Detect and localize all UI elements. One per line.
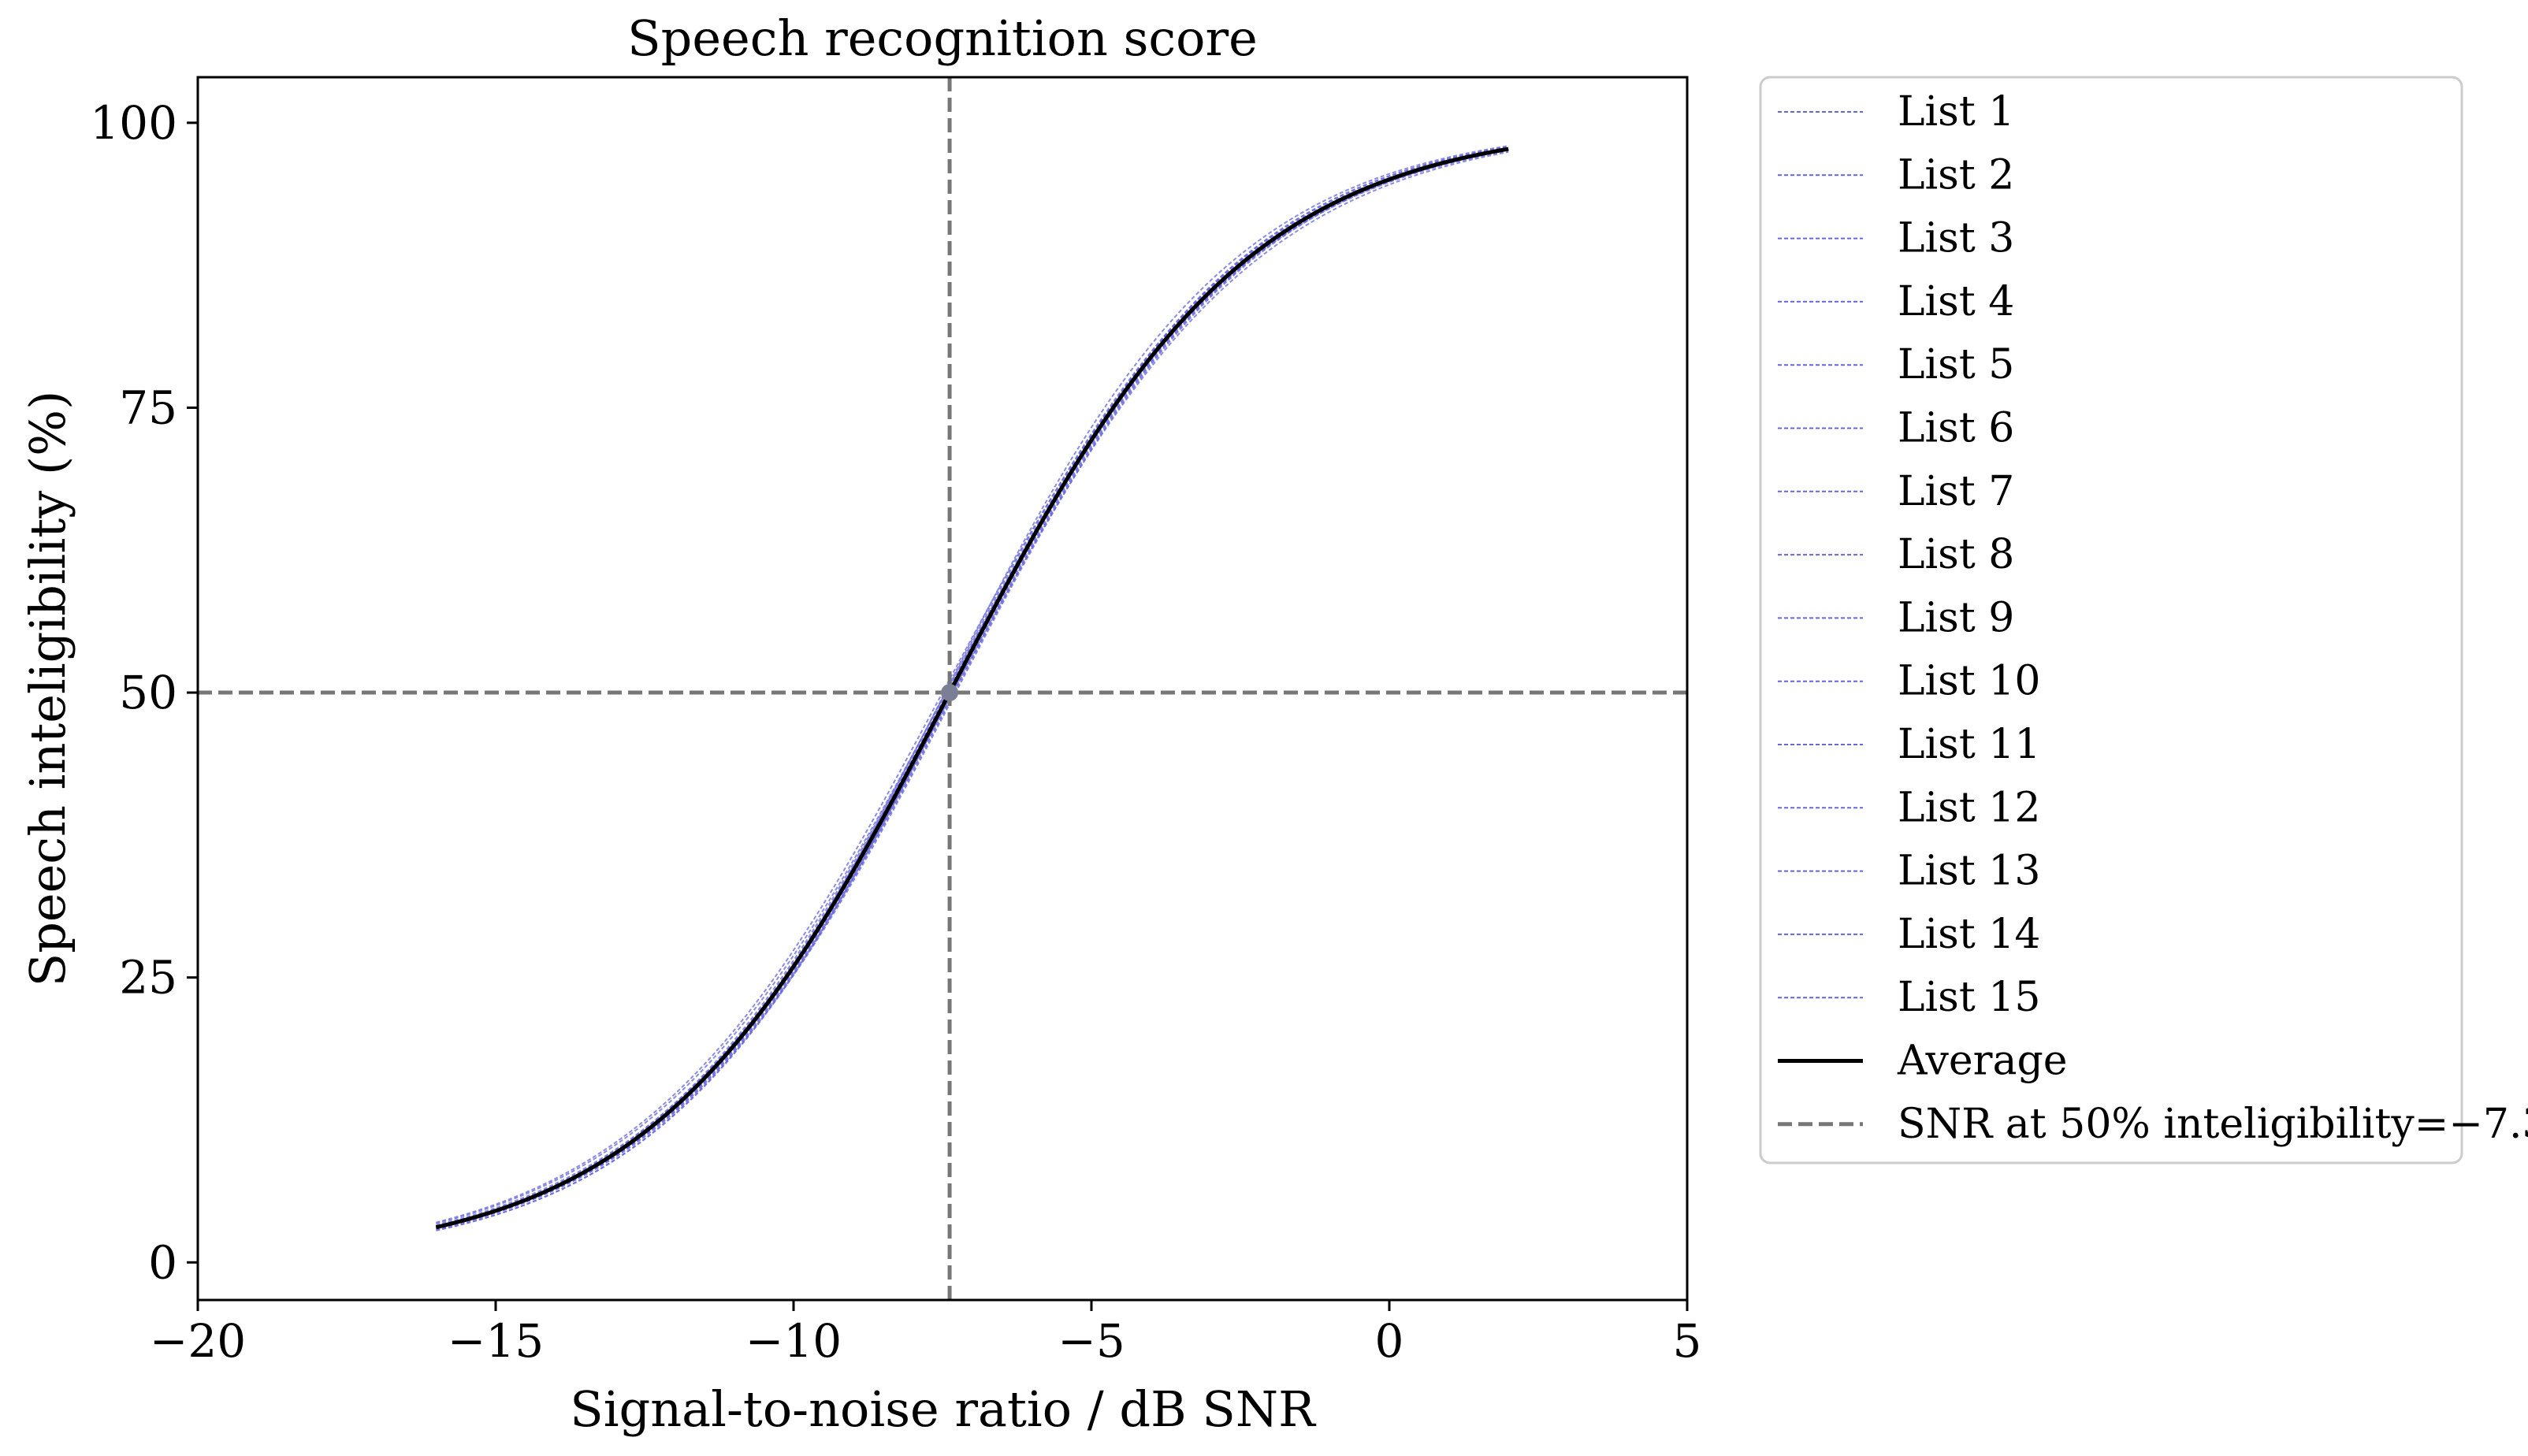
x-tick-label: −10 bbox=[745, 1314, 842, 1368]
y-tick-label: 50 bbox=[119, 666, 177, 719]
series-layer bbox=[435, 145, 1509, 1231]
legend-item: List 6 bbox=[1778, 405, 2014, 452]
plot-frame bbox=[196, 76, 1689, 1302]
x-axis-ticks: −20 −15 −10 −5 0 5 bbox=[150, 1300, 1702, 1368]
x-tick-label: 0 bbox=[1375, 1314, 1404, 1368]
legend-label: List 14 bbox=[1898, 911, 2040, 958]
legend-label: SNR at 50% inteligibility=−7.38 bbox=[1898, 1101, 2528, 1148]
legend-label: List 10 bbox=[1898, 658, 2040, 705]
x-axis-label: Signal-to-noise ratio / dB SNR bbox=[570, 1380, 1317, 1438]
y-tick-label: 0 bbox=[148, 1235, 177, 1289]
x-tick-label: 5 bbox=[1673, 1314, 1702, 1368]
legend-label: List 4 bbox=[1898, 278, 2014, 325]
legend-item: List 4 bbox=[1778, 278, 2014, 325]
legend-item: List 14 bbox=[1778, 911, 2040, 958]
legend-label: List 13 bbox=[1898, 848, 2040, 895]
series-line-list-6 bbox=[436, 146, 1509, 1231]
series-line-list-2 bbox=[436, 149, 1509, 1230]
average-line bbox=[435, 147, 1509, 1230]
legend-item: List 9 bbox=[1778, 594, 2014, 641]
legend-label: List 8 bbox=[1898, 531, 2014, 578]
y-axis-ticks: 0 25 50 75 100 bbox=[90, 96, 198, 1289]
chart-title: Speech recognition score bbox=[627, 9, 1258, 67]
legend-label: List 3 bbox=[1898, 215, 2014, 262]
legend-label: List 9 bbox=[1898, 594, 2014, 641]
legend-frame bbox=[1759, 76, 2463, 1164]
legend-item: List 12 bbox=[1778, 784, 2040, 831]
legend-item: List 7 bbox=[1778, 468, 2014, 515]
series-line-list-10 bbox=[436, 149, 1509, 1230]
x-tick-label: −5 bbox=[1058, 1314, 1125, 1368]
legend-item: List 8 bbox=[1778, 531, 2014, 578]
series-line-list-8 bbox=[436, 148, 1509, 1229]
series-line-list-13 bbox=[436, 147, 1509, 1228]
series-line-list-4 bbox=[436, 150, 1509, 1226]
legend-label: List 1 bbox=[1898, 88, 2014, 136]
plot-area bbox=[196, 76, 1689, 1302]
legend: List 1 List 2 List 3 List 4 List 5 List 6 List… bbox=[1759, 76, 2528, 1164]
series-line-list-14 bbox=[436, 147, 1509, 1228]
y-tick-label: 75 bbox=[119, 381, 177, 434]
legend-label: List 12 bbox=[1898, 784, 2040, 831]
series-line-list-12 bbox=[436, 146, 1509, 1231]
x-tick-label: −15 bbox=[448, 1314, 544, 1368]
series-line-list-15 bbox=[436, 148, 1509, 1229]
series-line-list-11 bbox=[436, 149, 1509, 1224]
legend-item: List 1 bbox=[1778, 88, 2014, 136]
series-line-list-1 bbox=[436, 148, 1509, 1228]
legend-item: SNR at 50% inteligibility=−7.38 bbox=[1778, 1101, 2528, 1148]
series-line-list-9 bbox=[436, 147, 1509, 1228]
series-line-list-7 bbox=[436, 150, 1509, 1224]
legend-label: List 15 bbox=[1898, 974, 2040, 1021]
legend-item: List 13 bbox=[1778, 848, 2040, 895]
legend-label: Average bbox=[1897, 1038, 2068, 1085]
legend-item: List 11 bbox=[1778, 721, 2040, 768]
x-tick-label: −20 bbox=[150, 1314, 246, 1368]
legend-item: List 15 bbox=[1778, 974, 2040, 1021]
legend-item: List 2 bbox=[1778, 151, 2014, 199]
y-tick-label: 100 bbox=[90, 96, 177, 150]
legend-item: List 3 bbox=[1778, 215, 2014, 262]
y-axis-label: Speech inteligibility (%) bbox=[19, 391, 76, 987]
y-tick-label: 25 bbox=[119, 951, 177, 1005]
legend-item: Average bbox=[1778, 1038, 2068, 1085]
legend-item: List 10 bbox=[1778, 658, 2040, 705]
legend-label: List 5 bbox=[1898, 341, 2014, 388]
legend-label: List 2 bbox=[1898, 151, 2014, 199]
legend-label: List 7 bbox=[1898, 468, 2014, 515]
srt-marker bbox=[941, 684, 959, 702]
series-line-list-3 bbox=[436, 145, 1509, 1230]
legend-item: List 5 bbox=[1778, 341, 2014, 388]
series-line-list-5 bbox=[436, 147, 1509, 1228]
legend-label: List 6 bbox=[1898, 405, 2014, 452]
legend-label: List 11 bbox=[1898, 721, 2040, 768]
